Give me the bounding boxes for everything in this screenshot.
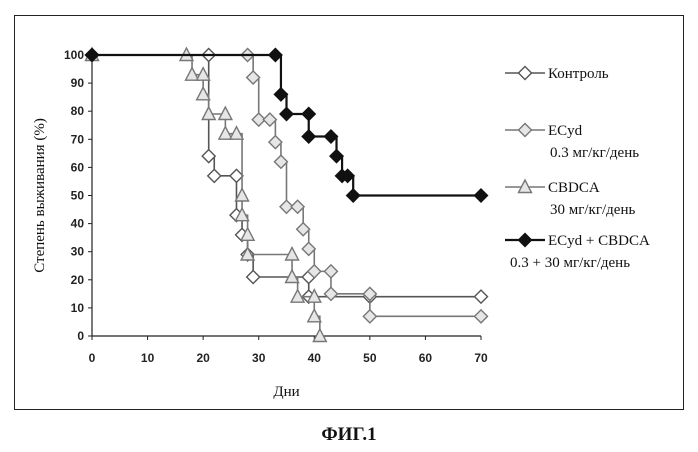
data-point (202, 150, 215, 163)
y-tick-label: 10 (71, 301, 85, 315)
y-tick-label: 90 (71, 76, 85, 90)
x-tick-label: 10 (141, 351, 155, 365)
data-point (230, 169, 243, 182)
legend-sublabel: 0.3 мг/кг/день (550, 145, 639, 161)
x-axis-title: Дни (273, 384, 299, 400)
data-point (475, 310, 488, 323)
legend-marker (519, 234, 532, 247)
y-tick-label: 40 (71, 217, 85, 231)
x-tick-label: 70 (474, 351, 488, 365)
data-point (247, 71, 260, 84)
data-point (347, 189, 360, 202)
series-layer (86, 48, 488, 342)
data-point (475, 189, 488, 202)
data-point (363, 310, 376, 323)
data-point (274, 155, 287, 168)
data-point (302, 108, 315, 121)
legend-label: Контроль (548, 66, 609, 82)
legend-label: ECyd (548, 123, 583, 139)
y-tick-label: 50 (71, 189, 85, 203)
data-point (291, 200, 304, 213)
data-point (263, 113, 276, 126)
data-point (208, 169, 221, 182)
data-point (324, 265, 337, 278)
legend-label: ECyd + CBDCA (548, 233, 650, 249)
legend-item: ECyd + CBDCA 0.3 + 30 мг/кг/день (505, 233, 650, 271)
data-point (313, 329, 326, 342)
y-tick-label: 30 (71, 245, 85, 259)
legend-marker (519, 67, 532, 80)
x-tick-label: 50 (363, 351, 377, 365)
data-point (324, 287, 337, 300)
legend-label: CBDCA (548, 180, 600, 196)
y-tick-label: 60 (71, 160, 85, 174)
data-point (475, 290, 488, 303)
figure-caption: ФИГ.1 (0, 424, 698, 446)
x-tick-label: 30 (252, 351, 266, 365)
data-point (247, 270, 260, 283)
data-point (302, 242, 315, 255)
data-point (236, 189, 249, 202)
x-tick-label: 40 (308, 351, 322, 365)
data-point (280, 108, 293, 121)
legend-sublabel: 30 мг/кг/день (550, 202, 635, 218)
x-tick-label: 0 (89, 351, 96, 365)
x-tick-label: 20 (196, 351, 210, 365)
legend-item: Контроль (505, 66, 609, 82)
legend-item: CBDCA 30 мг/кг/день (505, 180, 635, 218)
legend: Контроль ECyd 0.3 мг/кг/день CBDCA 30 мг/кг/… (505, 66, 650, 271)
y-tick-label: 70 (71, 132, 85, 146)
y-tick-label: 80 (71, 104, 85, 118)
legend-item: ECyd 0.3 мг/кг/день (505, 123, 639, 161)
x-tick-label: 60 (419, 351, 433, 365)
legend-sublabel: 0.3 + 30 мг/кг/день (510, 255, 630, 271)
series-2 (86, 48, 327, 342)
y-tick-label: 20 (71, 273, 85, 287)
y-tick-label: 0 (77, 329, 84, 343)
data-point (297, 223, 310, 236)
y-tick-label: 100 (64, 48, 84, 62)
y-axis-title: Степень выживания (%) (32, 118, 48, 273)
data-point (269, 136, 282, 149)
legend-marker (519, 124, 532, 137)
data-point (302, 130, 315, 143)
